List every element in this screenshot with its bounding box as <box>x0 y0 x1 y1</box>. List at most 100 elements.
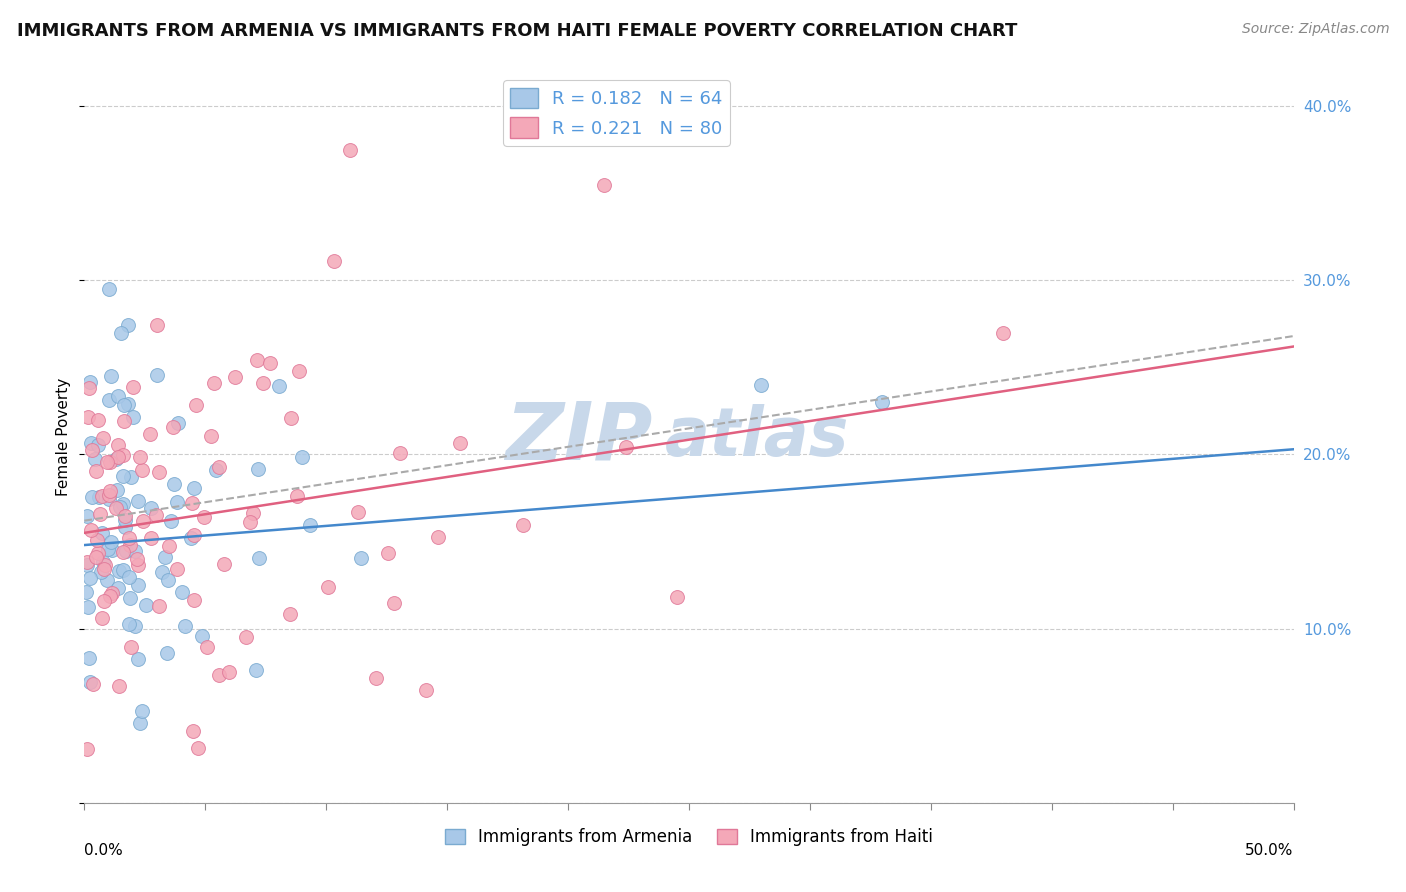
Point <box>665 590 688 604</box>
Point <box>389 446 412 460</box>
Point <box>117 318 139 332</box>
Point <box>93 562 115 576</box>
Point <box>174 618 197 632</box>
Point <box>181 724 204 739</box>
Point <box>100 484 122 499</box>
Point <box>107 389 129 403</box>
Point <box>247 551 270 566</box>
Point <box>377 546 399 560</box>
Point <box>872 395 894 409</box>
Point <box>156 646 179 660</box>
Point <box>180 531 202 545</box>
Text: 50.0%: 50.0% <box>1246 843 1294 858</box>
Point <box>150 565 173 579</box>
Point <box>159 514 181 528</box>
Point <box>114 520 136 534</box>
Point <box>350 551 373 566</box>
Point <box>117 569 139 583</box>
Point <box>100 535 122 549</box>
Point <box>208 460 231 475</box>
Point <box>87 413 110 427</box>
Point <box>235 630 257 644</box>
Point <box>593 178 616 192</box>
Point <box>101 586 124 600</box>
Point <box>87 546 110 560</box>
Point <box>76 558 98 573</box>
Point <box>127 577 149 591</box>
Point <box>280 410 302 425</box>
Point <box>218 665 240 680</box>
Point <box>96 573 118 587</box>
Point <box>252 376 274 390</box>
Point <box>76 741 98 756</box>
Point <box>90 489 112 503</box>
Point <box>107 438 129 452</box>
Point <box>288 364 311 378</box>
Point <box>112 544 135 558</box>
Point <box>108 564 131 578</box>
Point <box>80 443 103 458</box>
Point <box>246 353 269 368</box>
Point <box>80 490 103 504</box>
Text: Source: ZipAtlas.com: Source: ZipAtlas.com <box>1241 22 1389 37</box>
Point <box>242 506 264 520</box>
Point <box>339 143 361 157</box>
Point <box>183 592 205 607</box>
Point <box>278 607 301 621</box>
Point <box>247 461 270 475</box>
Point <box>120 470 142 484</box>
Point <box>187 740 209 755</box>
Point <box>163 476 186 491</box>
Point <box>139 426 162 441</box>
Point <box>97 488 120 502</box>
Point <box>259 356 281 370</box>
Point <box>107 450 129 464</box>
Point <box>993 326 1015 340</box>
Point <box>79 675 101 690</box>
Point <box>112 563 135 577</box>
Point <box>80 524 103 538</box>
Point <box>267 378 290 392</box>
Point <box>346 505 368 519</box>
Point <box>96 455 118 469</box>
Point <box>291 450 314 465</box>
Point <box>79 375 101 389</box>
Point <box>79 650 101 665</box>
Y-axis label: Female Poverty: Female Poverty <box>56 378 72 496</box>
Point <box>124 543 146 558</box>
Point <box>129 716 152 731</box>
Point <box>212 558 235 572</box>
Point <box>200 429 222 443</box>
Point <box>238 515 260 529</box>
Point <box>77 410 100 425</box>
Point <box>172 584 194 599</box>
Point <box>208 668 231 682</box>
Point <box>107 483 129 497</box>
Text: atlas: atlas <box>665 404 849 470</box>
Point <box>114 508 136 523</box>
Text: ZIP: ZIP <box>505 398 652 476</box>
Point <box>614 440 637 454</box>
Point <box>316 580 339 594</box>
Point <box>449 435 471 450</box>
Point <box>90 566 112 580</box>
Point <box>87 491 110 505</box>
Point <box>87 437 110 451</box>
Point <box>162 420 184 434</box>
Point <box>107 581 129 595</box>
Point <box>751 377 773 392</box>
Point <box>131 514 153 528</box>
Point <box>89 507 111 521</box>
Point <box>224 370 246 384</box>
Point <box>118 617 141 632</box>
Point <box>98 455 121 469</box>
Point <box>93 555 115 569</box>
Point <box>80 436 103 450</box>
Point <box>415 683 437 698</box>
Point <box>141 531 163 545</box>
Point <box>93 594 115 608</box>
Point <box>146 368 169 382</box>
Point <box>76 509 98 524</box>
Point <box>104 452 127 467</box>
Point <box>112 413 135 427</box>
